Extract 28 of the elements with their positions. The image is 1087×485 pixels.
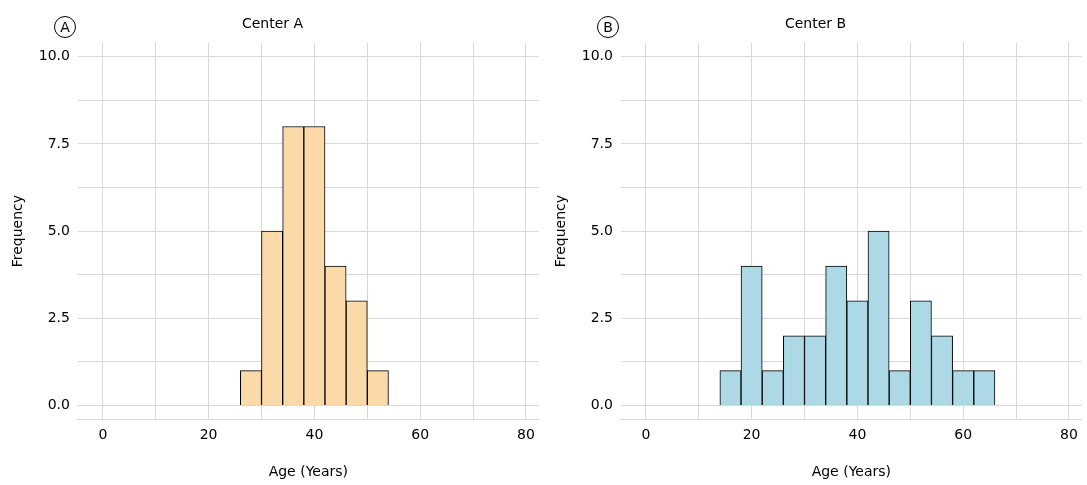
x-tick-label: 0: [98, 426, 108, 443]
y-tick-label: 2.5: [47, 308, 70, 325]
y-tick-label: 2.5: [590, 308, 613, 325]
y-axis-title: Frequency: [552, 194, 569, 268]
chart-title: Center A: [241, 15, 304, 32]
text: A: [54, 16, 76, 38]
y-axis-title: Frequency: [9, 194, 26, 268]
y-tick-label: 7.5: [47, 134, 70, 151]
x-tick-label: 80: [1060, 426, 1078, 443]
x-tick-label: 40: [305, 426, 324, 443]
x-tick-label: 40: [848, 426, 867, 443]
x-tick-label: 80: [517, 426, 535, 443]
x-axis-title: Age (Years): [811, 463, 892, 480]
y-tick-label: 5.0: [590, 221, 613, 238]
x-tick-label: 60: [411, 426, 430, 443]
chart-title: Center B: [784, 15, 847, 32]
text: B: [597, 16, 619, 38]
x-axis-title: Age (Years): [268, 463, 349, 480]
x-tick-label: 0: [641, 426, 651, 443]
x-tick-label: 60: [954, 426, 973, 443]
y-tick-label: 0.0: [47, 396, 70, 413]
y-tick-label: 5.0: [47, 221, 70, 238]
y-tick-label: 0.0: [590, 396, 613, 413]
x-tick-label: 20: [742, 426, 761, 443]
y-tick-label: 10.0: [581, 47, 613, 64]
y-tick-label: 7.5: [590, 134, 613, 151]
x-tick-label: 20: [199, 426, 218, 443]
y-tick-label: 10.0: [38, 47, 70, 64]
